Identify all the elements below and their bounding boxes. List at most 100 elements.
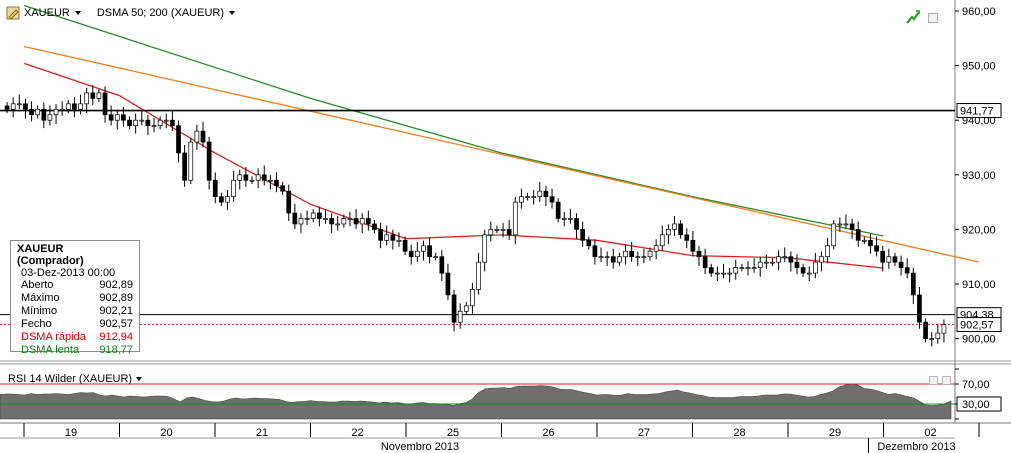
- candles: [4, 84, 947, 347]
- month-label: Novembro 2013: [381, 441, 459, 453]
- price-tick-label: 930,00: [962, 170, 996, 182]
- pencil-icon[interactable]: [6, 6, 20, 20]
- candle-body: [157, 119, 163, 127]
- candle-body: [500, 229, 506, 231]
- candle-body: [219, 196, 224, 203]
- candle-body: [721, 272, 726, 275]
- candle-body: [917, 294, 922, 323]
- candle-body: [23, 103, 28, 110]
- indicator-selector[interactable]: DSMA 50; 200 (XAUEUR): [97, 7, 235, 19]
- candle-body: [580, 229, 586, 241]
- candle-body: [255, 174, 261, 181]
- candle-body: [788, 256, 794, 263]
- current-price-label: 902,57: [960, 320, 994, 332]
- candle-body: [678, 223, 683, 236]
- legend-value: 902,89: [99, 279, 133, 291]
- current-price-tag: [956, 317, 1002, 333]
- candle-body: [623, 250, 628, 258]
- candle-body: [121, 114, 126, 121]
- candle-body: [84, 92, 90, 105]
- candle-body: [874, 245, 879, 252]
- day-label: 27: [638, 427, 650, 439]
- candle-body: [176, 125, 181, 154]
- candle-body: [690, 239, 696, 252]
- candle-body: [329, 218, 334, 225]
- hline-price-tag: [956, 103, 1002, 119]
- candle-body: [696, 250, 702, 258]
- legend-rows: Aberto 902,89 Máximo 902,89 Mínimo 902,21 Fech…: [17, 279, 133, 357]
- candle-body: [390, 234, 396, 241]
- candle-body: [427, 245, 432, 258]
- candle-body: [764, 261, 769, 264]
- candle-body: [35, 108, 41, 116]
- candle-body: [163, 119, 169, 122]
- candle-body: [868, 239, 873, 247]
- candle-body: [549, 196, 555, 203]
- indicator-label: DSMA 50; 200 (XAUEUR): [96, 7, 224, 19]
- candle-body: [776, 256, 781, 263]
- candle-body: [249, 179, 255, 182]
- candle-body: [151, 125, 157, 128]
- candle-body: [133, 119, 139, 127]
- price-tick-label: 950,00: [962, 61, 996, 73]
- rsi-title-selector[interactable]: RSI 14 Wilder (XAUEUR): [8, 373, 143, 385]
- candle-body: [421, 245, 426, 252]
- rsi-title: RSI 14 Wilder (XAUEUR): [8, 373, 133, 385]
- fast-ma-line: [23, 62, 884, 269]
- candle-body: [770, 261, 775, 264]
- data-legend: XAUEUR (Comprador) 03-Dez-2013 00:00 Abe…: [10, 240, 140, 356]
- candle-body: [384, 234, 390, 241]
- candle-body: [359, 218, 365, 225]
- candle-body: [102, 92, 108, 116]
- legend-row: DSMA rápida 912,94: [17, 331, 133, 344]
- legend-label: Mínimo: [21, 305, 58, 317]
- candle-body: [519, 196, 524, 203]
- candle-body: [555, 201, 561, 219]
- price-axis-background: [956, 0, 1011, 453]
- candle-body: [298, 218, 304, 225]
- candle-body: [139, 119, 145, 122]
- candle-body: [525, 196, 530, 198]
- candle-body: [41, 108, 47, 121]
- chart-corner-icons: [906, 10, 938, 24]
- candle-body: [200, 130, 206, 143]
- candle-body: [800, 267, 806, 274]
- candle-body: [598, 256, 604, 259]
- candle-body: [672, 223, 677, 230]
- day-label: 25: [447, 427, 459, 439]
- candle-body: [819, 256, 824, 263]
- candle-body: [378, 229, 383, 241]
- candle-body: [280, 185, 285, 192]
- day-label: 21: [256, 427, 268, 439]
- candle-body: [402, 239, 408, 252]
- candle-body: [347, 218, 353, 220]
- candle-body: [304, 218, 310, 220]
- candle-body: [825, 245, 830, 258]
- candle-body: [145, 119, 151, 127]
- legend-date: 03-Dez-2013 00:00: [21, 267, 116, 279]
- candle-body: [335, 223, 341, 226]
- candle-body: [341, 218, 347, 225]
- legend-label: DSMA rápida: [21, 331, 86, 343]
- candle-body: [568, 218, 573, 220]
- trend-icon[interactable]: [906, 10, 920, 24]
- candle-body: [90, 92, 96, 99]
- price-tick-label: 910,00: [962, 279, 996, 291]
- legend-label: Aberto: [21, 279, 54, 291]
- candle-body: [470, 289, 475, 307]
- rsi-panel-icons: [929, 376, 951, 385]
- candle-body: [855, 229, 861, 241]
- symbol-selector[interactable]: XAUEUR: [24, 7, 81, 19]
- rsi-area: [0, 383, 952, 420]
- maximize-icon[interactable]: [928, 13, 938, 23]
- candle-body: [812, 261, 818, 274]
- legend-label: DSMA lenta: [21, 344, 80, 356]
- candle-body: [365, 218, 371, 225]
- legend-row: Máximo 902,89: [17, 292, 133, 305]
- minimize-icon[interactable]: [929, 376, 938, 385]
- maximize-icon[interactable]: [942, 376, 951, 385]
- candle-body: [861, 239, 867, 242]
- candle-body: [543, 190, 549, 197]
